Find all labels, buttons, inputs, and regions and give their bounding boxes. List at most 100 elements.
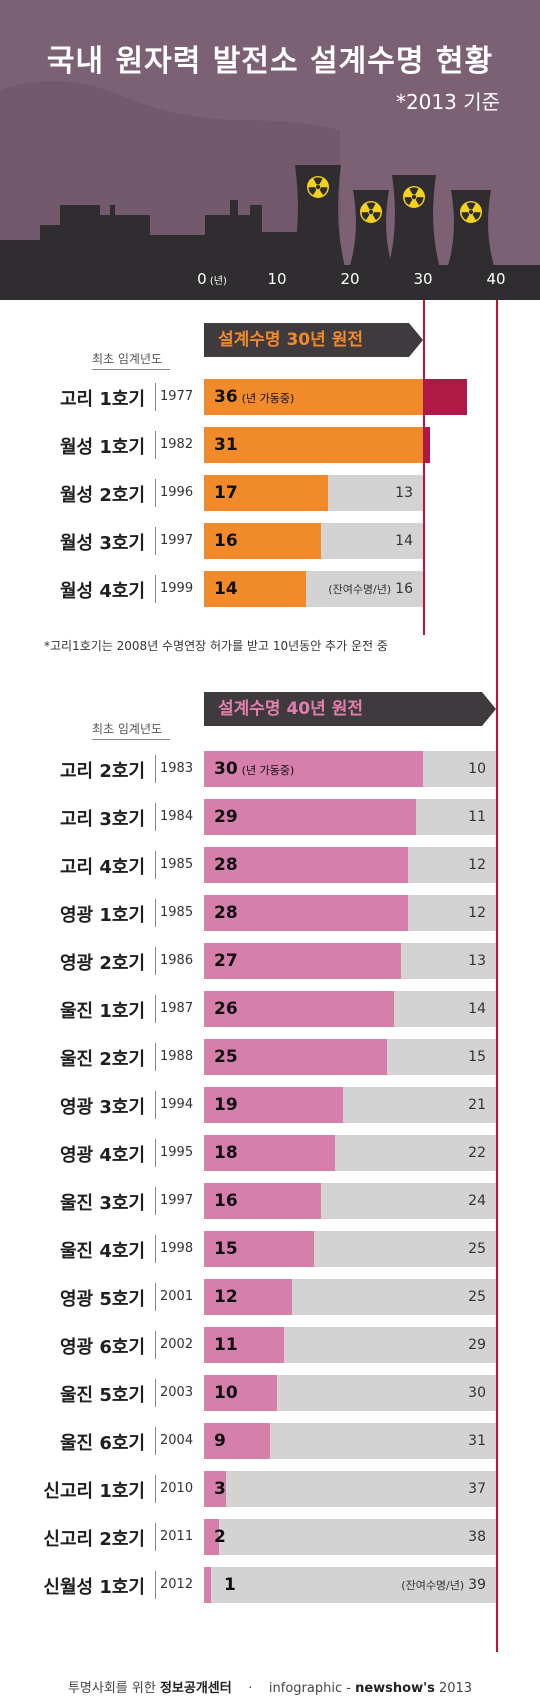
- remaining-life-value: 13: [395, 485, 413, 501]
- row-divider: [155, 1523, 156, 1551]
- x-tick-label: 30: [413, 270, 432, 288]
- first-critical-year: 1985: [160, 905, 194, 920]
- remaining-life-bar: [386, 1039, 496, 1075]
- cooling-tower: [445, 190, 497, 275]
- remaining-life-bar: [269, 1423, 496, 1459]
- row-divider: [155, 1139, 156, 1167]
- operating-years-value: 30: [214, 759, 238, 779]
- first-critical-year: 1997: [160, 1193, 194, 1208]
- x-tick-value: 40: [486, 270, 506, 288]
- operating-years-value: 28: [214, 855, 238, 875]
- operating-years-bar: [204, 1375, 277, 1411]
- operating-years-value: 26: [214, 999, 238, 1019]
- row-divider: [155, 1235, 156, 1263]
- row-divider: [155, 1427, 156, 1455]
- extended-operation-bar: [423, 379, 467, 415]
- x-axis-ticks: 0 (년) 10 20 30 40: [0, 270, 540, 294]
- section-title: 설계수명 30년 원전: [204, 323, 409, 357]
- plant-row: 신고리 2호기 2011 2 38: [0, 1519, 540, 1555]
- extended-operation-bar: [423, 427, 431, 463]
- radiation-icon-center: [368, 209, 374, 215]
- operating-years-bar: [204, 1039, 387, 1075]
- plant-name: 영광 4호기: [59, 1145, 145, 1166]
- remaining-note: (잔여수명/년): [401, 1579, 465, 1592]
- first-critical-year: 1986: [160, 953, 194, 968]
- operating-years-bar: [204, 751, 423, 787]
- remaining-life-bar: [320, 1183, 496, 1219]
- radiation-icon-blade: [319, 187, 328, 196]
- x-tick-label: 20: [340, 270, 359, 288]
- row-divider: [155, 803, 156, 831]
- plant-row: 울진 3호기 1997 16 24: [0, 1183, 540, 1219]
- plant-name: 영광 5호기: [59, 1289, 145, 1310]
- section-title-arrow: [409, 323, 423, 357]
- operating-years-label: 14: [214, 579, 238, 599]
- radiation-icon-blade: [366, 202, 376, 210]
- page-subtitle: *2013 기준: [395, 90, 500, 114]
- plant-row: 고리 2호기 1983 30 (년 가동중) 10: [0, 751, 540, 787]
- remaining-life-bar: [335, 1135, 496, 1171]
- remaining-life-value: 25: [468, 1289, 486, 1305]
- remaining-life-value: 38: [468, 1529, 486, 1545]
- first-critical-year: 2011: [160, 1529, 194, 1544]
- remaining-life-bar: [342, 1087, 496, 1123]
- plant-name: 울진 5호기: [59, 1385, 145, 1406]
- remaining-life-bar: [408, 847, 496, 883]
- operating-years-value: 25: [214, 1047, 238, 1067]
- operating-note: (년 가동중): [241, 392, 295, 405]
- row-divider: [155, 947, 156, 975]
- operating-years-bar: [204, 1567, 212, 1603]
- operating-years-bar: [204, 1279, 292, 1315]
- remaining-note: (잔여수명/년): [328, 583, 392, 596]
- remaining-life-bar: [415, 799, 496, 835]
- remaining-life-label: (잔여수명/년) 16: [328, 581, 413, 597]
- plant-row: 영광 3호기 1994 19 21: [0, 1087, 540, 1123]
- plant-row: 월성 3호기 1997 16 14: [0, 523, 540, 559]
- plant-name: 울진 4호기: [59, 1241, 145, 1262]
- radiation-icon-blade: [466, 202, 476, 210]
- remaining-life-label: 14: [468, 1001, 486, 1017]
- operating-years-label: 29: [214, 807, 238, 827]
- remaining-life-bar: [225, 1471, 496, 1507]
- remaining-life-value: 12: [468, 905, 486, 921]
- row-divider: [155, 995, 156, 1023]
- remaining-life-bar: [408, 895, 496, 931]
- operating-years-bar: [204, 1471, 226, 1507]
- operating-years-bar: [204, 475, 329, 511]
- year-caption: 최초 임계년도: [92, 722, 171, 740]
- plant-name: 울진 6호기: [59, 1433, 145, 1454]
- operating-years-label: 27: [214, 951, 238, 971]
- plant-name: 고리 1호기: [59, 389, 145, 410]
- plant-row: 고리 3호기 1984 29 11: [0, 799, 540, 835]
- footer-credit-prefix: infographic -: [268, 1681, 351, 1696]
- operating-years-value: 3: [214, 1479, 226, 1499]
- x-tick-label: 40: [486, 270, 505, 288]
- operating-years-bar: [204, 1087, 343, 1123]
- remaining-life-bar: [313, 1231, 496, 1267]
- operating-years-value: 19: [214, 1095, 238, 1115]
- remaining-life-value: 10: [468, 761, 486, 777]
- remaining-life-value: 15: [468, 1049, 486, 1065]
- operating-years-value: 1: [224, 1575, 236, 1595]
- operating-years-label: 16: [214, 531, 238, 551]
- cooling-tower: [289, 165, 347, 275]
- remaining-life-value: 22: [468, 1145, 486, 1161]
- remaining-life-value: 24: [468, 1193, 486, 1209]
- remaining-life-value: 39: [468, 1577, 486, 1593]
- remaining-life-label: 14: [395, 533, 413, 549]
- remaining-life-label: 25: [468, 1241, 486, 1257]
- operating-years-label: 30 (년 가동중): [214, 759, 294, 779]
- operating-years-value: 31: [214, 435, 238, 455]
- plant-name: 월성 2호기: [59, 485, 145, 506]
- remaining-life-value: 30: [468, 1385, 486, 1401]
- plant-row: 신월성 1호기 2012 1 (잔여수명/년) 39: [0, 1567, 540, 1603]
- remaining-life-bar: [218, 1519, 496, 1555]
- footer-left: 투명사회를 위한: [67, 1681, 156, 1696]
- plant-row: 영광 4호기 1995 18 22: [0, 1135, 540, 1171]
- operating-years-bar: [204, 1519, 219, 1555]
- first-critical-year: 1996: [160, 485, 194, 500]
- remaining-life-bar: [328, 475, 423, 511]
- remaining-life-label: 13: [468, 953, 486, 969]
- first-critical-year: 1995: [160, 1145, 194, 1160]
- remaining-life-bar: [306, 571, 423, 607]
